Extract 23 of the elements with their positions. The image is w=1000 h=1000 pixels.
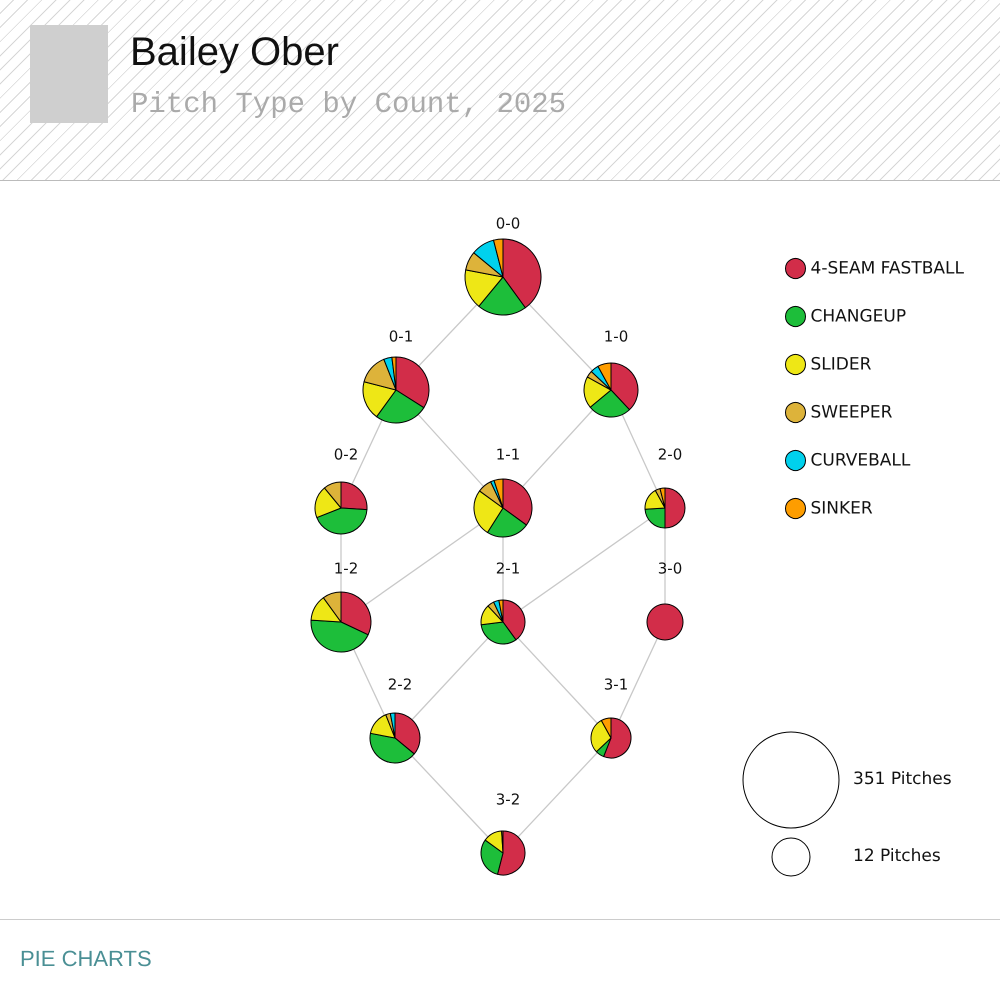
chart-title: 3-1 [604, 676, 628, 694]
text: Bailey Ober [130, 30, 339, 75]
legend-label: 4-SEAM FASTBALL [810, 258, 964, 278]
chart-title: 0-2 [334, 446, 358, 464]
legend-label: SLIDER [810, 354, 872, 374]
chart-title: 3-2 [496, 790, 520, 808]
chart-title: 2-0 [658, 446, 682, 464]
text: PIE CHARTS [20, 946, 152, 972]
legend-label: CHANGEUP [810, 306, 906, 326]
chart-title: 0-0 [496, 214, 520, 232]
chart-title: 1-2 [334, 560, 358, 578]
text: Pitch Type by Count, 2025 [131, 88, 566, 121]
chart-title: 0-1 [388, 328, 414, 346]
chart-title: 1-0 [604, 328, 628, 346]
legend-label: CURVEBALL [810, 450, 911, 470]
legend-label: SINKER [810, 498, 873, 518]
chart-title: 3-0 [658, 560, 682, 578]
legend-label: SWEEPER [810, 402, 893, 422]
text: 12 Pitches [853, 846, 941, 866]
chart-title: 1-1 [496, 446, 520, 464]
text: 351 Pitches [853, 769, 952, 789]
chart-title: 2-2 [388, 676, 412, 694]
chart-title: 2-1 [496, 560, 520, 578]
